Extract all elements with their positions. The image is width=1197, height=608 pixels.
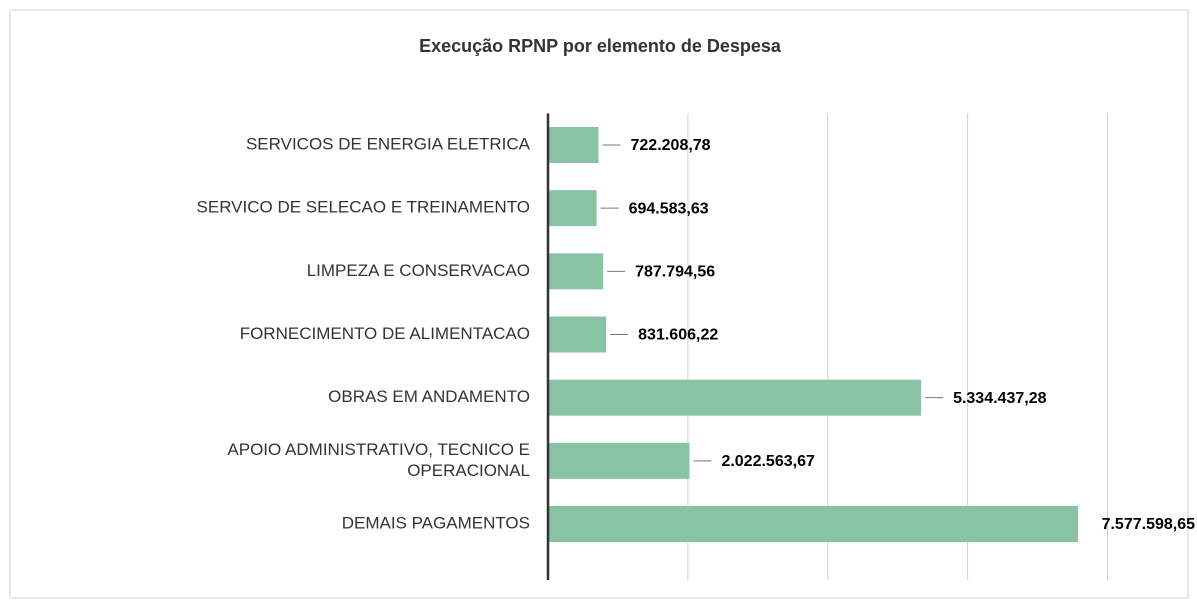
bar	[548, 316, 607, 353]
category-label: APOIO ADMINISTRATIVO, TECNICO E OPERACION…	[227, 440, 530, 480]
category-label: LIMPEZA E CONSERVACAO	[307, 261, 530, 280]
data-label: 787.794,56	[635, 264, 715, 281]
bar	[548, 190, 597, 227]
bar	[548, 506, 1078, 543]
bar	[548, 253, 604, 290]
category-label: OBRAS EM ANDAMENTO	[328, 387, 530, 406]
data-label: 694.583,63	[629, 200, 709, 217]
data-label: 722.208,78	[631, 137, 711, 154]
category-label: FORNECIMENTO DE ALIMENTACAO	[240, 324, 530, 343]
data-label: 2.022.563,67	[721, 453, 815, 470]
data-label: 5.334.437,28	[953, 390, 1047, 407]
bar	[548, 379, 922, 416]
chart-frame	[9, 9, 1189, 599]
category-label: SERVICO DE SELECAO E TREINAMENTO	[197, 198, 530, 217]
category-label: SERVICOS DE ENERGIA ELETRICA	[246, 134, 531, 153]
category-label: DEMAIS PAGAMENTOS	[342, 513, 530, 532]
bar	[548, 126, 599, 163]
data-label: 831.606,22	[638, 327, 718, 344]
data-label: 7.577.598,65	[1102, 516, 1196, 533]
bar	[548, 442, 690, 479]
chart-title: Execução RPNP por elemento de Despesa	[419, 36, 782, 56]
